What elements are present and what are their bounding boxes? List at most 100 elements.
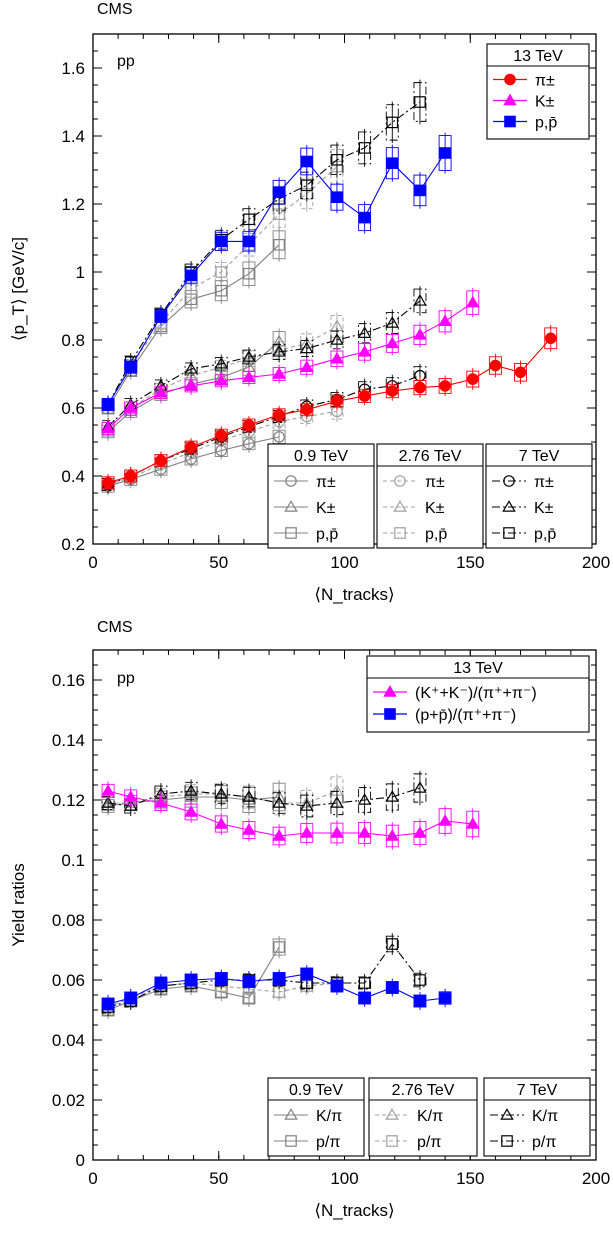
y-axis-title: Yield ratios [9,863,28,946]
data-point [273,239,285,251]
data-point [466,817,480,829]
legend-marker [386,1135,398,1147]
data-point [214,787,229,799]
data-point [242,370,256,383]
legend-energy-entry: π± [425,474,445,491]
data-point [300,155,313,168]
data-point [102,398,114,411]
y-tick-label: 1.6 [61,59,85,78]
x-tick-label: 50 [209,1169,228,1188]
data-point [101,796,115,808]
legend-marker [504,73,516,86]
data-point [300,179,313,192]
legend-13tev-entry: K± [535,94,555,111]
data-point [357,345,372,357]
legend-energy-entry: K± [316,500,336,517]
data-point [185,974,197,986]
series-group [101,427,286,496]
x-tick-label: 150 [456,1169,484,1188]
data-point [184,379,198,391]
legend-marker [285,475,297,487]
data-point [215,972,228,985]
data-point [438,314,452,327]
data-point [243,213,255,226]
y-tick-label: 0.2 [61,535,85,554]
legend-marker [384,708,396,720]
data-point [466,373,479,385]
data-point [243,975,255,988]
data-point [385,829,400,841]
y-tick-label: 0.08 [52,911,85,930]
legend-13tev-box [486,43,590,140]
data-point [414,995,426,1007]
series-line [107,943,421,1008]
data-point [124,992,137,1004]
data-point [185,441,197,453]
legend-marker [285,1135,297,1147]
system-label: pp [117,670,135,687]
legend-marker [394,475,406,487]
systematic-box [330,315,344,338]
legend-13tev-title: 13 TeV [513,48,563,65]
legend-marker [393,500,407,512]
legend-marker [502,500,516,512]
data-point [386,116,399,129]
y-tick-label: 0 [76,1151,85,1170]
y-tick-label: 1.2 [61,195,85,214]
data-point [357,826,372,838]
x-tick-label: 100 [330,1169,358,1188]
x-tick-label: 150 [456,553,484,572]
data-point [273,941,285,953]
x-tick-label: 50 [209,553,228,572]
data-point [413,328,427,340]
legend-marker [504,115,516,128]
mean-pt-panel: CMS 0.2 0.4 0.6 0.8 1 1.2 1.4 1.6 0 50 100 150 200 ⟨N_… [9,1,610,604]
data-point [273,186,285,198]
legend-marker [503,93,517,106]
data-point [154,385,168,398]
data-point [124,470,137,482]
y-tick-label: 0.02 [52,1091,85,1110]
data-point [273,431,285,443]
data-point [439,380,451,392]
data-point [242,350,256,362]
data-point [413,826,427,838]
series-line [107,982,338,1008]
legend-energy-entry: p/π [316,1134,340,1151]
legend-marker [501,1135,513,1147]
legend-energy-entry: p,p̄ [534,526,556,543]
y-tick-label: 0.8 [61,331,85,350]
data-point [300,341,314,354]
legend-13tev-entry: π± [535,73,555,90]
data-point [300,799,314,811]
data-point [300,403,313,416]
data-point [300,968,313,980]
legend-marker [503,475,515,487]
legend-energy-title: 7 TeV [517,1082,558,1099]
data-point [155,977,167,989]
legend-energy-entry: p,p̄ [316,526,338,543]
series-line [107,790,473,837]
data-point [357,326,372,338]
system-label: pp [117,53,135,70]
legend-energy-title: 2.76 TeV [392,1082,455,1099]
data-point [439,992,451,1004]
legend-energy-entry: p,p̄ [425,526,447,543]
legend-energy-entry: π± [534,474,554,491]
series-line [107,325,338,429]
x-axis-title: ⟨N_tracks⟩ [314,585,394,604]
data-point [155,454,167,467]
legend-marker [285,527,297,539]
data-point [102,998,114,1010]
x-axis-title: ⟨N_tracks⟩ [314,1201,394,1220]
data-point [386,938,399,950]
data-point [155,310,167,322]
legend-energy-box [267,1077,365,1157]
data-point [123,790,138,802]
legend-energy-title: 2.76 TeV [399,448,462,465]
legend-energy-entry: K/π [532,1108,558,1125]
legend-marker [383,685,397,697]
y-tick-label: 0.04 [52,1031,85,1050]
data-point [330,351,344,364]
